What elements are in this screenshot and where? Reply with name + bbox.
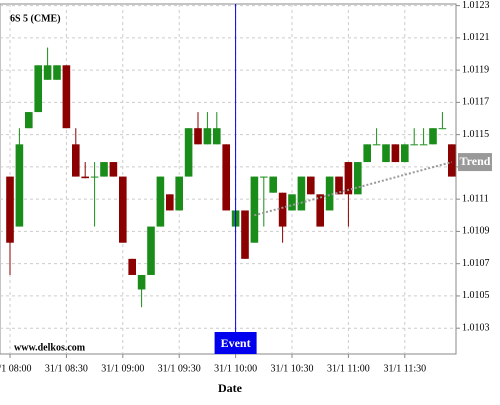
candle-body [119,176,127,243]
trend-label: Trend [460,154,491,168]
candle-body [25,112,33,129]
candle-body [213,128,221,145]
candle-body [316,194,324,227]
candle-body [137,274,146,290]
event-box [214,332,257,354]
x-tick-label: 31/1 08:00 [0,363,32,374]
candle-body [203,128,212,145]
candle-body [269,176,277,193]
candle-body [429,128,437,145]
candle-body [184,128,193,177]
x-tick-label: 31/1 09:30 [158,363,201,374]
event-label: Event [221,336,251,350]
x-tick-label: 31/1 11:30 [383,363,426,374]
y-tick-label: 1.0123 [462,0,490,11]
candle-body [109,162,118,177]
candle-body [344,162,353,195]
candle-body [325,176,334,211]
candle-body [372,144,381,146]
x-tick-label: 31/1 11:00 [327,363,370,374]
y-tick-label: 1.0109 [462,226,490,237]
candle-body [15,144,24,227]
candle-body [297,176,306,211]
candle-body [382,144,390,163]
candle-body [354,162,362,195]
candle-body [34,65,42,113]
candle-body [147,226,155,275]
x-tick-label: 31/1 09:00 [101,363,144,374]
trend-box [458,153,492,172]
y-tick-label: 1.0121 [462,32,490,43]
y-tick-label: 1.0111 [462,193,489,204]
candle-body [156,176,165,227]
candle-body [222,144,230,211]
x-tick-label: 31/1 10:00 [214,363,257,374]
candle-body [419,144,428,146]
candle-body [128,258,136,275]
x-tick-label: 31/1 08:30 [45,363,88,374]
candle-body [260,176,268,178]
candle-body [363,144,371,163]
candle-body [391,144,400,163]
y-tick-label: 1.0103 [462,322,490,333]
chart-title: 6S 5 (CME) [10,13,61,24]
watermark: www.delkos.com [14,342,86,353]
y-tick-label: 1.0107 [462,258,490,269]
candle-body [53,65,61,80]
candle-body [166,194,174,211]
candle-body [250,176,259,243]
x-tick-label: 31/1 10:30 [270,363,313,374]
candle-body [307,176,315,195]
y-tick-label: 1.0115 [462,129,489,140]
candle-body [241,210,249,259]
x-axis-label: Date [218,381,243,395]
candle-body [278,192,287,227]
y-tick-label: 1.0105 [462,290,490,301]
y-tick-label: 1.0117 [462,97,489,108]
candle-body [448,144,456,177]
candle-body [288,194,296,211]
candle-body [6,176,14,243]
candle-body [100,162,108,177]
candle-body [43,65,52,80]
candle-body [62,65,71,129]
y-tick-label: 1.0119 [462,64,489,75]
candle-body [438,128,447,130]
candle-body [335,176,343,195]
candle-body [401,144,409,163]
candle-body [90,176,99,178]
candle-body [194,128,202,145]
candle-body [410,144,418,146]
candle-body [81,176,89,179]
candle-body [72,144,80,177]
candle-body [175,176,183,211]
